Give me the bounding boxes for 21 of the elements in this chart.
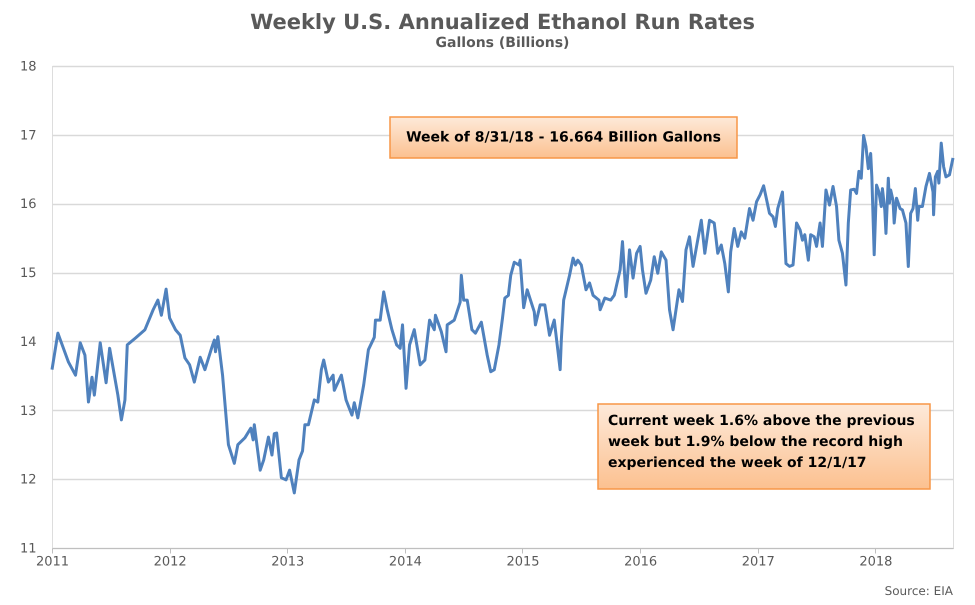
annotation: Current week 1.6% above the previous week but 1.9% below the record high experienced the week of 12/1/17: [608, 413, 915, 471]
x-tick-label: 2017: [742, 554, 775, 570]
source-note: Source: EIA: [884, 584, 954, 598]
y-tick-label: 11: [20, 542, 36, 556]
x-tick-label: 2012: [154, 554, 187, 570]
x-tick-label: 2018: [859, 554, 892, 570]
x-tick-label: 2013: [271, 554, 304, 570]
chart-title: Weekly U.S. Annualized Ethanol Run Rates: [250, 10, 755, 34]
y-tick-label: 14: [20, 334, 36, 350]
y-tick-label: 18: [20, 60, 36, 74]
y-tick-label: 16: [20, 197, 36, 212]
y-tick-label: 13: [20, 404, 36, 419]
y-tick-label: 15: [20, 266, 36, 282]
y-tick-label: 12: [20, 472, 36, 488]
x-tick-label: 2011: [36, 554, 70, 570]
chart-subtitle: Gallons (Billions): [436, 35, 570, 51]
annotation: Week of 8/31/18 - 16.664 Billion Gallons: [406, 130, 721, 146]
x-tick-label: 2016: [624, 554, 658, 570]
x-tick-label: 2015: [506, 554, 540, 570]
y-tick-label: 17: [20, 128, 36, 144]
x-tick-label: 2014: [388, 554, 422, 570]
